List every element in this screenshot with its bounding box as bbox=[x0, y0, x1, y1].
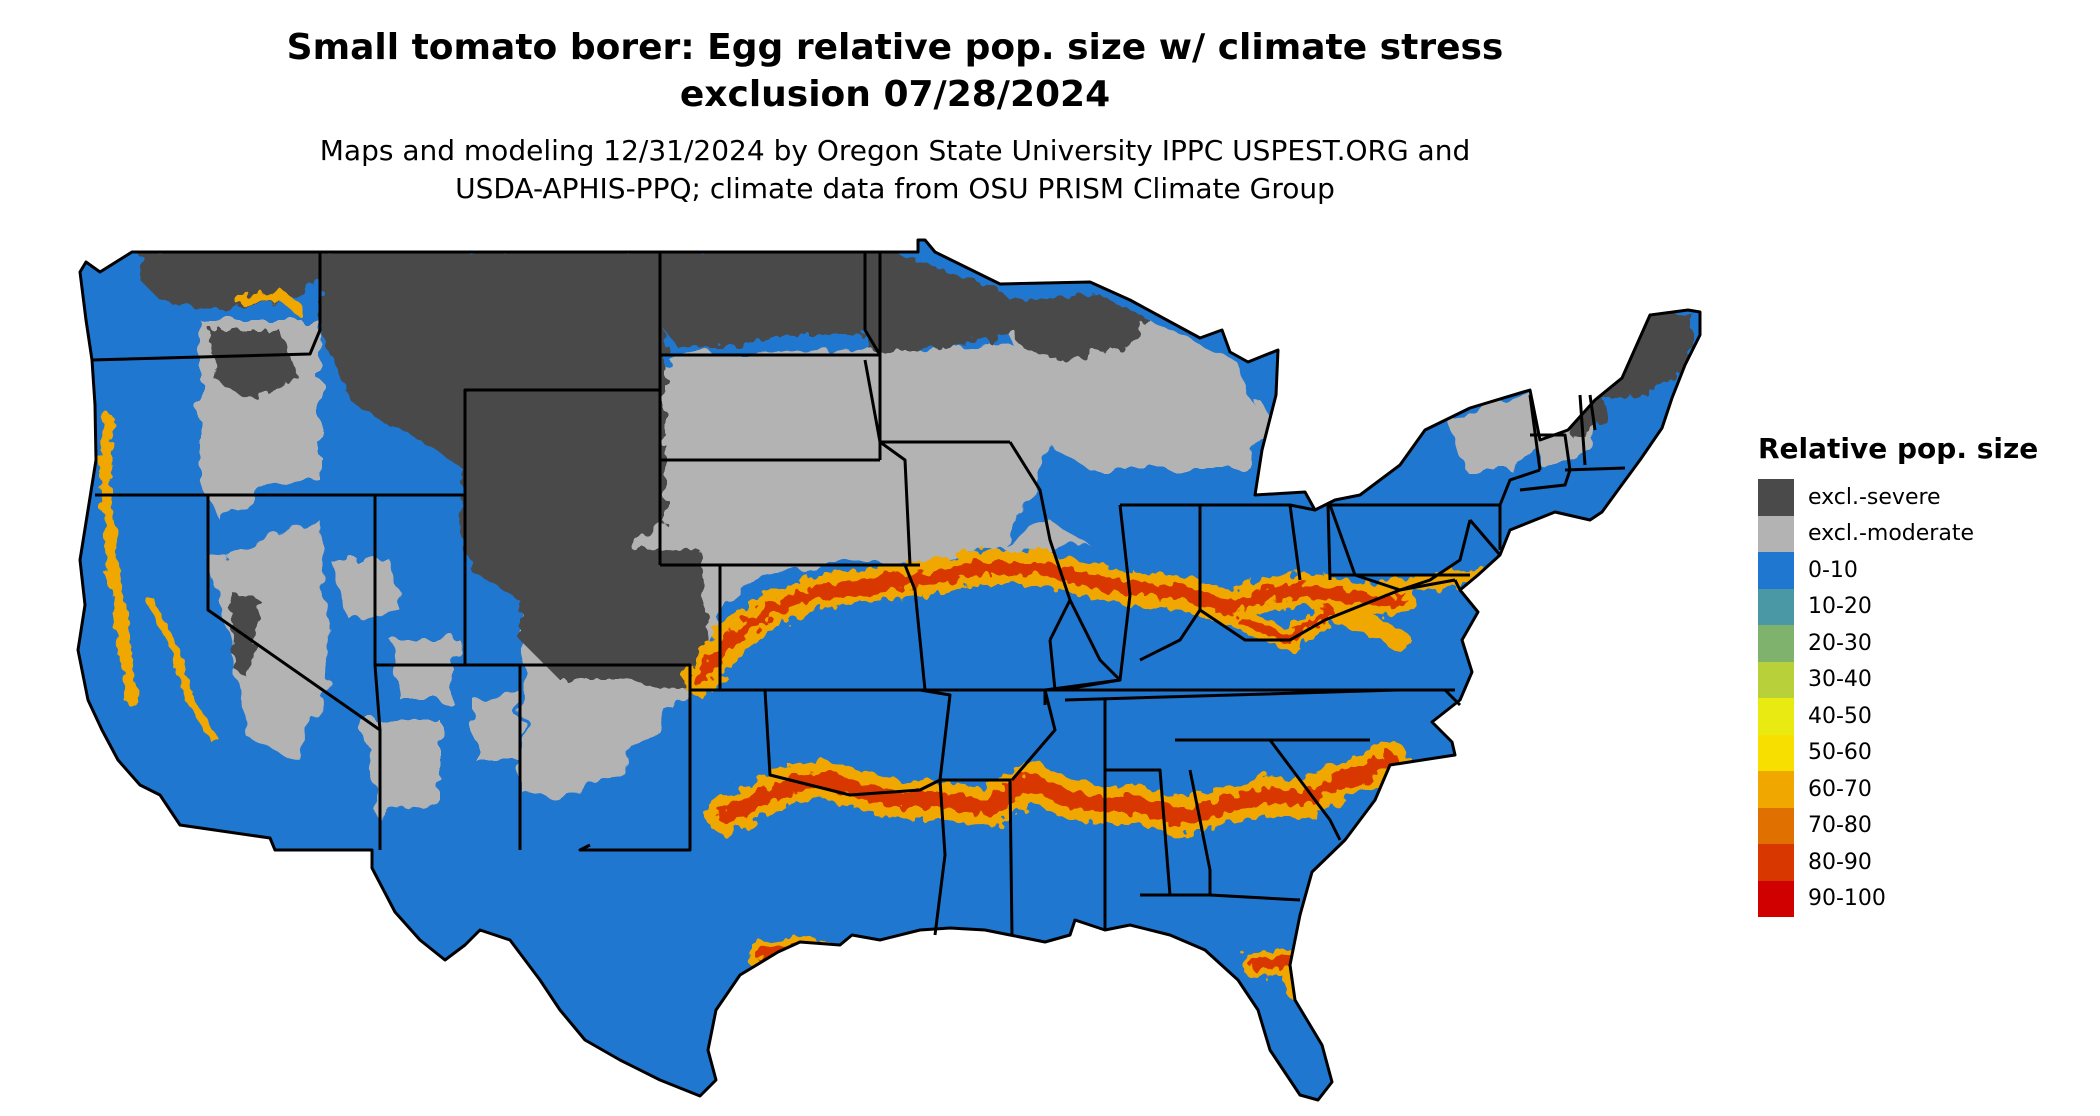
legend-item: 40-50 bbox=[1758, 698, 2078, 735]
legend-item: excl.-moderate bbox=[1758, 515, 2078, 552]
legend-item: 20-30 bbox=[1758, 625, 2078, 662]
legend-item: 30-40 bbox=[1758, 661, 2078, 698]
legend-items: excl.-severe excl.-moderate 0-10 10-20 20-30… bbox=[1758, 479, 2078, 917]
legend-item: 0-10 bbox=[1758, 552, 2078, 589]
legend-swatch bbox=[1758, 552, 1794, 589]
title-block: Small tomato borer: Egg relative pop. si… bbox=[0, 24, 1790, 208]
legend-label: 30-40 bbox=[1808, 667, 1872, 693]
severe-exclusion-regions bbox=[140, 240, 1695, 690]
legend-item: 70-80 bbox=[1758, 807, 2078, 844]
legend: Relative pop. size excl.-severe excl.-mod… bbox=[1758, 432, 2078, 917]
legend-swatch bbox=[1758, 771, 1794, 808]
legend-item: 50-60 bbox=[1758, 734, 2078, 771]
legend-label: 0-10 bbox=[1808, 557, 1858, 583]
legend-swatch bbox=[1758, 734, 1794, 771]
legend-swatch bbox=[1758, 625, 1794, 662]
map-subtitle-line-2: USDA-APHIS-PPQ; climate data from OSU PR… bbox=[455, 172, 1335, 205]
legend-label: 50-60 bbox=[1808, 740, 1872, 766]
legend-item: 10-20 bbox=[1758, 588, 2078, 625]
legend-swatch bbox=[1758, 844, 1794, 881]
map-fill-layers bbox=[78, 240, 1700, 1100]
legend-label: 70-80 bbox=[1808, 813, 1872, 839]
legend-item: excl.-severe bbox=[1758, 479, 2078, 516]
legend-label: 90-100 bbox=[1808, 886, 1886, 912]
legend-title: Relative pop. size bbox=[1758, 432, 2039, 465]
legend-label: 80-90 bbox=[1808, 849, 1872, 875]
legend-swatch bbox=[1758, 588, 1794, 625]
legend-swatch bbox=[1758, 880, 1794, 917]
map-title-line-1: Small tomato borer: Egg relative pop. si… bbox=[286, 27, 1504, 68]
legend-swatch bbox=[1758, 807, 1794, 844]
legend-label: 60-70 bbox=[1808, 776, 1872, 802]
legend-item: 90-100 bbox=[1758, 880, 2078, 917]
legend-label: 20-30 bbox=[1808, 630, 1872, 656]
map-title-line-2: exclusion 07/28/2024 bbox=[679, 74, 1111, 115]
legend-swatch bbox=[1758, 479, 1794, 516]
legend-swatch bbox=[1758, 515, 1794, 552]
legend-label: excl.-severe bbox=[1808, 484, 1941, 510]
legend-label: excl.-moderate bbox=[1808, 521, 1974, 547]
legend-item: 60-70 bbox=[1758, 771, 2078, 808]
state-borders bbox=[76, 238, 1702, 1102]
legend-label: 10-20 bbox=[1808, 594, 1872, 620]
map-subtitle-line-1: Maps and modeling 12/31/2024 by Oregon S… bbox=[319, 134, 1471, 167]
legend-swatch bbox=[1758, 661, 1794, 698]
legend-label: 40-50 bbox=[1808, 703, 1872, 729]
legend-item: 80-90 bbox=[1758, 844, 2078, 881]
legend-swatch bbox=[1758, 698, 1794, 735]
